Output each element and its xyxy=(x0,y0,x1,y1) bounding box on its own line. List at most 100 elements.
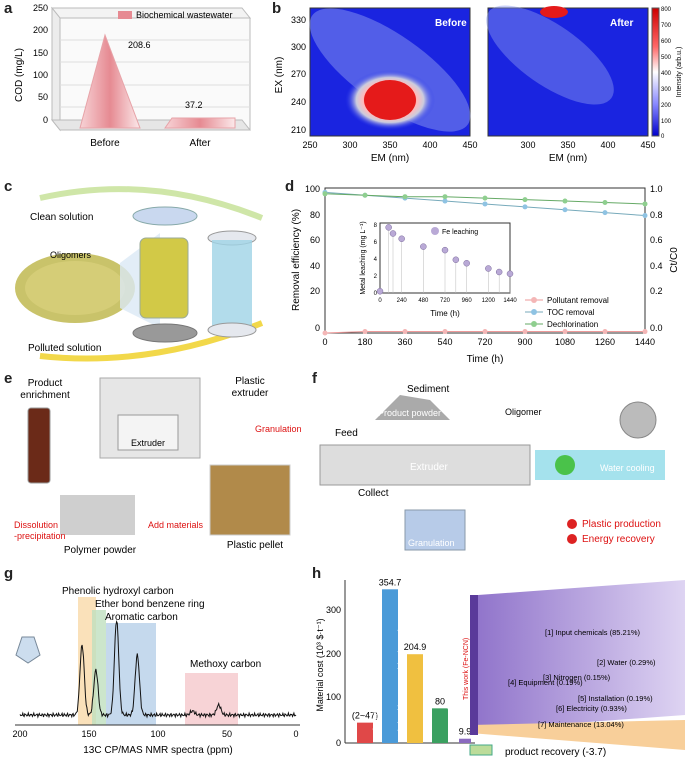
e-granulation: Granulation xyxy=(255,424,302,434)
d-inset-ytick: 4 xyxy=(374,257,378,263)
b-cb-tick: 200 xyxy=(661,103,672,109)
f-product-powder: Product powder xyxy=(378,408,441,418)
b-ylabel: EX (nm) xyxy=(274,57,285,94)
h-flow-maintenance xyxy=(470,720,685,750)
f-sediment: Sediment xyxy=(407,384,449,395)
h-recovery-box xyxy=(469,744,493,756)
d-point xyxy=(602,329,608,335)
d-inset-ytick: 0 xyxy=(374,291,378,297)
d-inset-ytick: 8 xyxy=(374,223,378,229)
h-product-recovery: product recovery (-3.7) xyxy=(505,747,606,758)
h-ytick: 0 xyxy=(336,738,341,748)
e-extruder-title-1: Plastic xyxy=(235,376,264,387)
g-band-methoxy xyxy=(185,673,238,725)
g-label-methoxy: Methoxy carbon xyxy=(190,659,261,670)
h-bar-name: Commercial nZVI xyxy=(448,686,455,740)
panel-label-b: b xyxy=(272,0,282,17)
a-ytick: 200 xyxy=(33,25,48,35)
d-ytick-r: 0.0 xyxy=(650,323,663,333)
h-breakdown-7: [7] Maintenance (13.04%) xyxy=(538,720,624,729)
d-ytick: 80 xyxy=(310,210,320,220)
d-inset-xlabel: Time (h) xyxy=(430,309,460,318)
d-point xyxy=(402,194,408,200)
h-breakdown-4: [4] Equipment (0.19%) xyxy=(508,678,583,687)
d-ytick-r: 0.4 xyxy=(650,261,663,271)
b-cb-tick: 300 xyxy=(661,87,672,93)
e-pellet-photo xyxy=(209,464,291,536)
d-inset-ylabel: Metal leaching (mg L⁻¹) xyxy=(360,221,367,294)
b-cb-tick: 700 xyxy=(661,23,672,29)
b-xlabel: EM (nm) xyxy=(371,153,409,164)
g-spectrum xyxy=(19,620,297,719)
panel-b-chart: Before After 330 300 270 240 210 EX (nm)… xyxy=(274,5,683,164)
d-ytick-r: 0.8 xyxy=(650,210,663,220)
d-point xyxy=(562,207,568,213)
e-product-label-2: enrichment xyxy=(20,390,70,401)
d-ytick-r: 0.6 xyxy=(650,235,663,245)
d-inset-xtick: 960 xyxy=(462,298,473,304)
a-ytick: 150 xyxy=(33,48,48,58)
h-value-label: 9.9 xyxy=(459,727,472,737)
b-ytick: 270 xyxy=(291,69,306,79)
b-xtick: 450 xyxy=(462,140,477,150)
d-inset-point xyxy=(398,235,405,242)
d-point xyxy=(602,210,608,216)
h-bar xyxy=(357,722,373,743)
h-bar-name: Cobalt oxide nano-particles (Co₃O₄) xyxy=(398,628,405,740)
panel-c-illustration: Clean solution Polluted solution Oligome… xyxy=(15,186,264,362)
a-legend: Biochemical wastewater xyxy=(136,10,233,20)
a-ylabel: COD (mg/L) xyxy=(14,48,25,102)
d-ytick: 40 xyxy=(310,261,320,271)
b-ytick: 300 xyxy=(291,42,306,52)
e-plastic-pellet: Plastic pellet xyxy=(227,540,283,551)
a-bar-before xyxy=(79,33,141,129)
d-xtick: 900 xyxy=(517,337,532,347)
d-inset-point xyxy=(376,288,384,295)
panel-f-illustration: Sediment Product powder Oligomer Feed Ex… xyxy=(319,384,665,551)
a-xtick: After xyxy=(189,138,211,149)
g-xtick: 150 xyxy=(81,729,96,739)
h-ytick: 100 xyxy=(326,692,341,702)
d-inset-point xyxy=(506,270,514,277)
d-point xyxy=(642,213,648,219)
d-inset-xtick: 1440 xyxy=(503,298,517,304)
b-title-before: Before xyxy=(435,18,467,29)
d-xtick: 540 xyxy=(437,337,452,347)
panel-label-c: c xyxy=(4,178,13,195)
e-product-label-1: Product xyxy=(28,378,63,389)
b-ytick: 330 xyxy=(291,15,306,25)
h-this-work: This work (Fe-NCN) xyxy=(463,638,470,700)
d-ylabel-left: Removal efficiency (%) xyxy=(291,209,302,311)
b-ytick: 210 xyxy=(291,125,306,135)
h-ytick: 200 xyxy=(326,649,341,659)
d-point xyxy=(442,198,448,204)
d-xtick: 180 xyxy=(357,337,372,347)
h-breakdown-3: [3] Nitrogen (0.15%) xyxy=(543,673,611,682)
d-inset-point xyxy=(452,256,460,263)
h-bar-name: Fe-SAC-ZIF-8 xyxy=(423,696,430,740)
d-legend-dechlor: Dechlorination xyxy=(547,320,598,329)
d-ytick-r: 1.0 xyxy=(650,184,663,194)
c-flow-top xyxy=(39,186,264,221)
c-catalyst-bed xyxy=(139,237,189,319)
h-value-label: 204.9 xyxy=(404,642,427,652)
g-xtick: 200 xyxy=(12,729,27,739)
f-granulation: Granulation xyxy=(408,538,455,548)
b-xtick: 250 xyxy=(302,140,317,150)
b-cb-tick: 500 xyxy=(661,55,672,61)
d-inset-xtick: 240 xyxy=(397,298,408,304)
panel-label-f: f xyxy=(312,370,317,387)
f-energy-recovery: Energy recovery xyxy=(582,534,655,545)
f-extruder xyxy=(319,444,531,486)
h-bar-name: Activated carbon xyxy=(373,688,380,740)
d-inset-point xyxy=(385,224,392,231)
a-ytick: 250 xyxy=(33,3,48,13)
h-bar xyxy=(432,708,448,743)
g-xtick: 100 xyxy=(150,729,165,739)
d-point xyxy=(322,330,328,336)
g-band-phenolic xyxy=(78,597,96,725)
d-xlabel: Time (h) xyxy=(467,354,504,365)
b-cb-tick: 0 xyxy=(661,134,665,140)
d-xtick: 360 xyxy=(397,337,412,347)
h-bar xyxy=(407,654,423,743)
